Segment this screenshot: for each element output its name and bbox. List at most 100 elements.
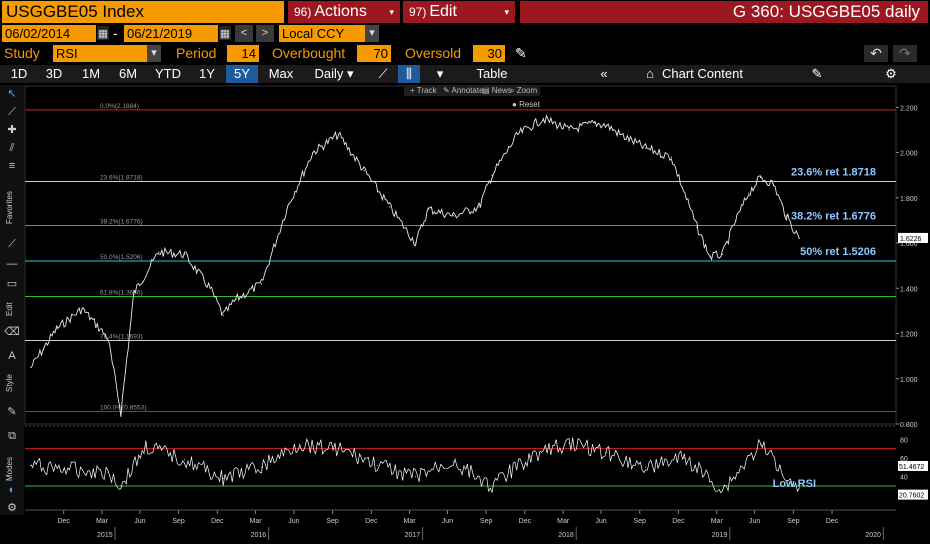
chart-content-button[interactable]: Chart Content — [662, 66, 743, 81]
price-point — [785, 215, 787, 217]
rsi-last-label: 51.4672 — [899, 464, 924, 471]
x-month-label: Dec — [672, 518, 685, 525]
range-1d[interactable]: 1D — [10, 66, 28, 81]
x-year-label: 2017 — [405, 532, 421, 539]
ticker-field[interactable]: USGGBE05 Index — [2, 1, 284, 23]
price-point — [748, 192, 750, 194]
bar-chart-icon[interactable]: ⫼ — [398, 65, 420, 83]
range-6m[interactable]: 6M — [118, 66, 138, 81]
rsi-point — [683, 457, 685, 459]
color-mode-icon[interactable]: ◐ — [8, 484, 16, 496]
reset-button[interactable]: ● Reset — [512, 100, 541, 109]
pencil-icon[interactable]: ✎ — [515, 45, 527, 61]
frequency-value: Daily — [314, 66, 344, 81]
overbought-input[interactable]: 70 — [357, 45, 391, 62]
range-max[interactable]: Max — [268, 66, 294, 81]
actions-label: Actions — [314, 3, 367, 20]
title-bar: USGGBE05 Index 96) Actions ▾ 97) Edit ▾ G 36… — [0, 0, 930, 24]
price-point — [645, 147, 647, 149]
settings-icon[interactable]: ⚙ — [7, 502, 17, 514]
calendar-icon[interactable]: ▦ — [219, 26, 231, 40]
currency-select[interactable]: Local CCY — [279, 25, 379, 42]
price-point — [222, 314, 224, 317]
price-point — [209, 287, 211, 289]
news-button[interactable]: ▤ News — [482, 86, 512, 95]
edit-chart-icon[interactable]: ✎ — [811, 66, 823, 81]
rsi-tick-label: 40 — [900, 475, 908, 482]
eraser-icon[interactable]: ⌫ — [4, 326, 20, 338]
fib-icon[interactable]: ≡ — [8, 160, 16, 172]
range-1y[interactable]: 1Y — [199, 66, 215, 81]
y-tick-label: 1.600 — [900, 241, 918, 248]
start-date-input[interactable]: 06/02/2014 — [2, 25, 96, 42]
marker-icon[interactable]: ✚ — [7, 124, 17, 136]
layers-icon[interactable]: ⧉ — [8, 430, 16, 442]
rectangle-icon[interactable]: ▭ — [6, 278, 18, 290]
zoom-button[interactable]: ⌕ Zoom — [510, 86, 537, 95]
prev-period-button[interactable]: < — [235, 25, 253, 42]
price-point — [491, 174, 493, 176]
line-chart-icon[interactable]: ⟋ — [378, 66, 388, 81]
range-ytd[interactable]: YTD — [155, 66, 181, 81]
trend-icon[interactable]: ⟋ — [8, 238, 16, 250]
annotate-button[interactable]: ✎ Annotate — [443, 86, 484, 95]
price-series — [30, 114, 800, 417]
chevron-down-icon[interactable]: ▾ — [147, 45, 161, 62]
price-point — [798, 237, 800, 240]
last-value-box — [898, 232, 928, 243]
channel-icon[interactable]: ⫽ — [9, 142, 15, 154]
x-month-label: Mar — [96, 518, 109, 525]
fib-label: 61.8%(1.3636) — [100, 290, 143, 297]
rsi-last-label: 20.7602 — [899, 493, 924, 500]
x-month-label: Mar — [557, 518, 570, 525]
chevron-down-icon[interactable]: ▾ — [365, 25, 379, 42]
y-tick-label: 2.000 — [900, 151, 918, 158]
price-point — [133, 292, 135, 294]
study-value: RSI — [56, 46, 78, 61]
track-button[interactable]: + Track — [410, 86, 437, 95]
study-select[interactable]: RSI — [53, 45, 161, 62]
calendar-icon[interactable]: ▦ — [97, 26, 109, 40]
rsi-point — [376, 464, 378, 466]
range-3d[interactable]: 3D — [45, 66, 63, 81]
edit-menu[interactable]: 97) Edit ▾ — [403, 1, 515, 23]
price-point — [568, 129, 570, 131]
rsi-point — [760, 444, 762, 446]
period-input[interactable]: 14 — [227, 45, 259, 62]
collapse-icon[interactable]: « — [600, 66, 608, 81]
x-month-label: Dec — [826, 518, 839, 525]
text-style-icon[interactable]: A — [8, 350, 16, 362]
rsi-point — [299, 443, 301, 445]
edit-label: Edit — [429, 3, 457, 20]
study-row: Study RSI ▾ Period 14 Overbought 70 Over… — [0, 45, 930, 64]
next-period-button[interactable]: > — [256, 25, 274, 42]
price-point — [619, 133, 621, 136]
table-button[interactable]: Table — [476, 66, 508, 81]
annotation-label: 50% ret 1.5206 — [800, 246, 876, 258]
end-date-input[interactable]: 06/21/2019 — [124, 25, 218, 42]
rsi-point — [491, 485, 493, 487]
x-month-label: Dec — [57, 518, 70, 525]
price-point — [427, 208, 430, 210]
frequency-select[interactable]: Daily ▾ — [314, 66, 354, 81]
pen-icon[interactable]: ✎ — [7, 406, 17, 418]
redo-icon[interactable]: ↷ — [893, 45, 917, 62]
range-1m[interactable]: 1M — [81, 66, 101, 81]
rsi-tick-label: 60 — [900, 456, 908, 463]
undo-icon[interactable]: ↶ — [864, 45, 888, 62]
gear-icon[interactable]: ⚙ — [885, 66, 897, 81]
date-row: 06/02/2014 ▦ - 06/21/2019 ▦ < > Local CC… — [0, 25, 930, 44]
actions-shortcut: 96) — [294, 5, 312, 19]
x-year-label: 2016 — [251, 532, 267, 539]
actions-menu[interactable]: 96) Actions ▾ — [288, 1, 400, 23]
rsi-point — [798, 487, 800, 489]
horizontal-line-icon[interactable]: — — [6, 258, 18, 270]
fib-label: 38.2%(1.6776) — [100, 218, 143, 225]
draw-line-icon[interactable]: ⟋ — [8, 106, 16, 118]
oversold-input[interactable]: 30 — [473, 45, 505, 62]
range-5y[interactable]: 5Y — [226, 65, 258, 83]
cursor-icon[interactable]: ↖ — [7, 88, 17, 100]
y-tick-label: 0.800 — [900, 422, 918, 429]
chevron-down-icon[interactable]: ▾ — [436, 66, 444, 81]
x-year-label: 2018 — [558, 532, 574, 539]
